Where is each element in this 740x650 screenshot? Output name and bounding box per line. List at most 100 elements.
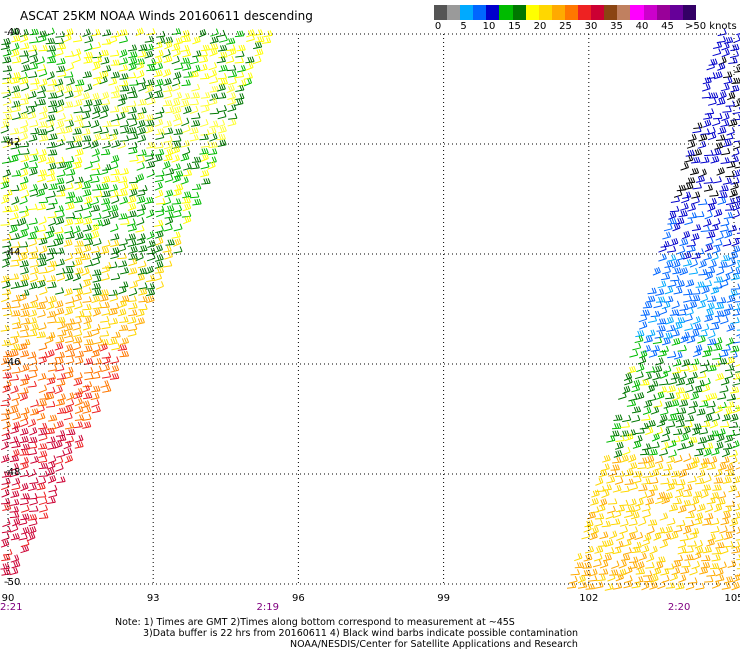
wind-barb bbox=[154, 181, 163, 191]
wind-barb bbox=[593, 553, 603, 562]
wind-barb bbox=[127, 239, 137, 247]
wind-barb bbox=[724, 229, 733, 239]
wind-barb bbox=[27, 105, 36, 115]
wind-barb bbox=[162, 160, 171, 170]
colorbar-segment bbox=[499, 5, 513, 20]
wind-barb bbox=[736, 33, 740, 36]
wind-barb bbox=[100, 104, 110, 114]
wind-barb bbox=[688, 577, 698, 584]
wind-barb bbox=[610, 430, 620, 437]
wind-barb bbox=[3, 350, 13, 358]
wind-barb bbox=[700, 489, 709, 499]
wind-barb bbox=[654, 462, 664, 471]
wind-barb bbox=[18, 112, 28, 120]
wind-barb bbox=[9, 469, 19, 478]
wind-barb bbox=[47, 364, 58, 372]
wind-barb bbox=[583, 553, 593, 562]
wind-barb bbox=[724, 407, 733, 416]
wind-barb bbox=[721, 148, 731, 156]
wind-barb bbox=[706, 462, 716, 470]
wind-barb bbox=[65, 196, 74, 204]
wind-barb bbox=[225, 55, 235, 64]
wind-barb bbox=[108, 317, 119, 325]
wind-barb bbox=[708, 92, 719, 99]
wind-barb bbox=[720, 421, 730, 428]
wind-barb bbox=[589, 568, 598, 577]
wind-barb bbox=[684, 217, 694, 226]
wind-barb bbox=[635, 330, 645, 338]
wind-barb bbox=[632, 440, 642, 449]
wind-barb bbox=[119, 106, 129, 114]
wind-barb bbox=[56, 190, 66, 197]
wind-barb bbox=[652, 267, 661, 276]
wind-barb bbox=[691, 496, 700, 506]
wind-barb bbox=[163, 223, 173, 232]
wind-barb bbox=[39, 504, 48, 513]
wind-barb bbox=[1, 293, 10, 303]
wind-barb bbox=[183, 105, 192, 115]
wind-barb bbox=[600, 463, 610, 472]
wind-barb bbox=[622, 446, 631, 456]
wind-barb bbox=[730, 283, 740, 290]
wind-barb bbox=[101, 190, 111, 198]
wind-barb bbox=[712, 176, 722, 184]
wind-barb bbox=[654, 455, 664, 464]
wind-barb bbox=[30, 408, 40, 416]
wind-barb bbox=[672, 392, 681, 401]
wind-barb bbox=[138, 245, 148, 253]
wind-barb bbox=[687, 133, 697, 142]
wind-barb bbox=[191, 156, 202, 163]
wind-barb bbox=[667, 351, 677, 359]
wind-barb bbox=[73, 247, 83, 255]
wind-barb bbox=[110, 49, 120, 57]
wind-barb bbox=[2, 97, 12, 106]
wind-barb bbox=[135, 317, 145, 325]
wind-barb bbox=[135, 225, 145, 233]
wind-barb bbox=[136, 162, 145, 171]
wind-barb bbox=[667, 254, 677, 262]
wind-barb bbox=[689, 567, 698, 576]
wind-barb bbox=[137, 267, 147, 275]
wind-barb bbox=[208, 97, 218, 106]
wind-barb bbox=[685, 177, 696, 184]
wind-barb bbox=[36, 203, 46, 211]
wind-barb bbox=[99, 289, 109, 296]
wind-barb bbox=[118, 299, 127, 309]
wind-barb bbox=[722, 443, 733, 450]
wind-barb bbox=[653, 300, 663, 309]
wind-barb bbox=[716, 428, 726, 436]
wind-barb bbox=[666, 385, 676, 393]
wind-barb bbox=[92, 105, 101, 115]
wind-barb bbox=[54, 48, 64, 57]
wind-barb bbox=[714, 302, 725, 310]
wind-barb bbox=[64, 252, 73, 262]
wind-barb bbox=[695, 582, 705, 591]
wind-barb bbox=[110, 251, 119, 260]
wind-barb bbox=[11, 366, 21, 374]
wind-barb bbox=[154, 148, 165, 156]
wind-barb bbox=[56, 43, 67, 50]
wind-barb bbox=[154, 62, 164, 71]
wind-barb bbox=[191, 183, 202, 191]
wind-barb bbox=[127, 224, 137, 232]
wind-barb bbox=[55, 287, 65, 295]
wind-barb bbox=[46, 114, 56, 122]
colorbar-label: 15 bbox=[508, 21, 521, 32]
wind-barb bbox=[574, 562, 585, 569]
wind-barb bbox=[582, 562, 592, 569]
wind-barb bbox=[172, 113, 182, 122]
wind-barb bbox=[29, 49, 38, 58]
wind-barb bbox=[690, 456, 700, 465]
wind-barb bbox=[712, 148, 722, 156]
wind-barb bbox=[91, 155, 100, 164]
wind-barb bbox=[704, 149, 714, 157]
wind-barb bbox=[29, 55, 39, 64]
wind-barb bbox=[155, 132, 165, 140]
wind-barb bbox=[718, 90, 727, 100]
wind-barb bbox=[684, 546, 694, 554]
wind-barb bbox=[146, 64, 156, 72]
wind-barb bbox=[657, 491, 666, 500]
wind-barb bbox=[683, 526, 692, 535]
wind-barb bbox=[111, 342, 121, 351]
wind-barb bbox=[46, 301, 55, 311]
